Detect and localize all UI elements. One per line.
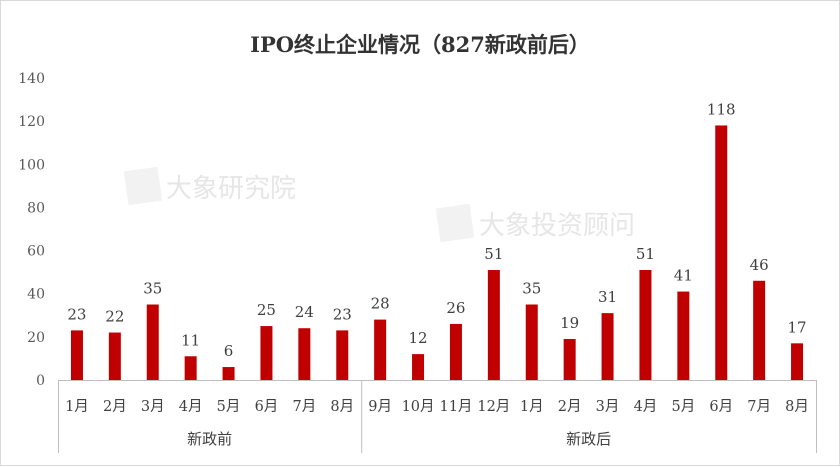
data-label: 28 (371, 295, 390, 313)
bar (677, 291, 690, 380)
data-label: 22 (105, 308, 124, 326)
y-tick-label: 140 (18, 71, 45, 87)
x-tick-label: 2月 (103, 399, 127, 415)
bar (222, 367, 235, 380)
data-label: 35 (143, 280, 162, 298)
data-label: 51 (636, 245, 655, 263)
x-tick-label: 3月 (596, 399, 620, 415)
x-tick-label: 1月 (65, 399, 89, 415)
x-tick-label: 4月 (179, 399, 203, 415)
x-tick-label: 12月 (477, 399, 510, 415)
data-label: 17 (788, 318, 807, 336)
y-tick-label: 120 (18, 114, 45, 130)
x-tick-label: 11月 (439, 399, 472, 415)
data-label: 12 (409, 329, 428, 347)
y-tick-label: 80 (27, 200, 45, 216)
y-axis: 0 20 40 60 80 100 120 140 (18, 71, 45, 389)
y-tick-label: 100 (18, 157, 45, 173)
x-tick-label: 6月 (709, 399, 733, 415)
chart-title: IPO终止企业情况（827新政前后） (250, 32, 590, 57)
bar (563, 339, 576, 380)
bar (601, 313, 614, 380)
bar (260, 326, 273, 380)
data-label: 19 (560, 314, 579, 332)
data-label: 46 (750, 256, 769, 274)
bar (753, 280, 766, 380)
bar (108, 332, 121, 380)
bar (487, 269, 500, 380)
x-tick-label: 8月 (785, 399, 809, 415)
data-labels: 23 22 35 11 6 25 24 23 28 12 26 51 35 19 31 51 41 118 46 17 (67, 100, 806, 360)
bars (70, 125, 804, 380)
data-label: 51 (484, 245, 503, 263)
data-label: 35 (522, 280, 541, 298)
data-label: 11 (181, 331, 200, 349)
bar (791, 343, 804, 380)
x-tick-label: 4月 (634, 399, 658, 415)
data-label: 23 (67, 305, 86, 323)
data-label: 31 (598, 288, 617, 306)
watermark-1: 大象研究院 (123, 166, 296, 206)
y-tick-label: 20 (27, 330, 45, 346)
x-tick-label: 8月 (330, 399, 354, 415)
y-tick-label: 0 (36, 373, 45, 389)
x-tick-label: 3月 (141, 399, 165, 415)
group-label: 新政后 (566, 430, 611, 448)
bar (70, 330, 83, 380)
data-label: 24 (295, 303, 314, 321)
bar (336, 330, 349, 380)
y-tick-label: 60 (27, 244, 45, 260)
x-tick-label: 1月 (520, 399, 544, 415)
bar (639, 269, 652, 380)
bar (146, 304, 159, 380)
x-tick-label: 5月 (217, 399, 241, 415)
data-label: 23 (333, 305, 352, 323)
data-label: 6 (224, 342, 234, 360)
y-tick-label: 40 (27, 287, 45, 303)
group-label: 新政前 (187, 430, 232, 448)
svg-text:大象投资顾问: 大象投资顾问 (479, 211, 635, 241)
x-tick-label: 7月 (292, 399, 316, 415)
x-tick-label: 10月 (402, 399, 435, 415)
data-label: 118 (707, 100, 736, 118)
x-tick-label: 5月 (671, 399, 695, 415)
bar (374, 319, 387, 380)
x-axis: 1月 2月 3月 4月 5月 6月 7月 8月 9月 10月 11月 12月 1月 2月 3月 4月 5月 6月 7… (58, 380, 817, 453)
data-label: 26 (446, 299, 465, 317)
x-tick-label: 7月 (747, 399, 771, 415)
bar (449, 323, 462, 380)
bar (184, 356, 197, 380)
x-tick-label: 9月 (368, 399, 392, 415)
data-label: 25 (257, 301, 276, 319)
bar (412, 354, 425, 380)
bar (298, 328, 311, 380)
bar (715, 125, 728, 380)
x-tick-label: 6月 (255, 399, 279, 415)
x-tick-label: 2月 (558, 399, 582, 415)
watermark-2: 大象投资顾问 (435, 203, 635, 243)
data-label: 41 (674, 267, 693, 285)
svg-text:大象研究院: 大象研究院 (166, 174, 296, 204)
bar (525, 304, 538, 380)
